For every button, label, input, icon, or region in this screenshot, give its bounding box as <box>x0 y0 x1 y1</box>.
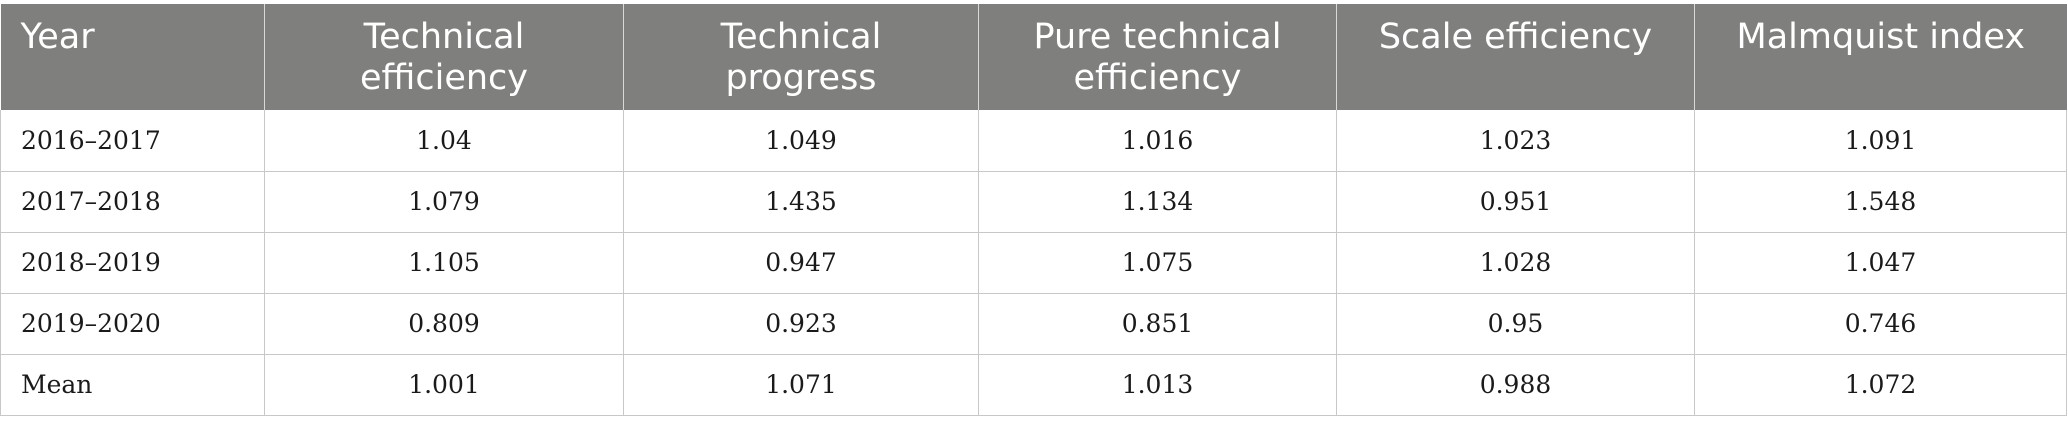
header-scale-efficiency-line: Scale efficiency <box>1378 17 1653 57</box>
cell-technical-efficiency: 1.04 <box>264 110 624 172</box>
header-pure-technical-efficiency: Pure technical efficiency <box>978 4 1337 110</box>
cell-malmquist-index: 0.746 <box>1694 292 2067 355</box>
table-body: 2016–2017 1.04 1.049 1.016 1.023 1.091 2… <box>0 110 2067 416</box>
cell-scale-efficiency: 1.028 <box>1336 231 1695 294</box>
cell-scale-efficiency: 1.023 <box>1336 110 1695 172</box>
header-year-line: Year <box>20 17 95 57</box>
cell-technical-efficiency: 0.809 <box>264 292 624 355</box>
malmquist-table-container: Year Technical efficiency Technical prog… <box>0 4 2067 416</box>
header-technical-progress-line-1: Technical <box>720 17 882 57</box>
cell-year: Mean <box>0 353 265 416</box>
table-row: 2016–2017 1.04 1.049 1.016 1.023 1.091 <box>0 110 2067 172</box>
cell-scale-efficiency: 0.988 <box>1336 353 1695 416</box>
header-technical-progress: Technical progress <box>623 4 979 110</box>
header-malmquist-index-line: Malmquist index <box>1736 17 2025 57</box>
cell-year: 2019–2020 <box>0 292 265 355</box>
cell-malmquist-index: 1.548 <box>1694 170 2067 233</box>
cell-pure-technical-efficiency: 1.075 <box>978 231 1337 294</box>
header-technical-efficiency-line-2: efficiency <box>359 58 528 98</box>
header-pure-technical-efficiency-line-2: efficiency <box>1073 58 1242 98</box>
malmquist-index-table: Year Technical efficiency Technical prog… <box>0 4 2067 416</box>
cell-pure-technical-efficiency: 1.134 <box>978 170 1337 233</box>
table-row: 2017–2018 1.079 1.435 1.134 0.951 1.548 <box>0 170 2067 233</box>
cell-year: 2018–2019 <box>0 231 265 294</box>
cell-year: 2017–2018 <box>0 170 265 233</box>
table-row: 2019–2020 0.809 0.923 0.851 0.95 0.746 <box>0 292 2067 355</box>
cell-technical-efficiency: 1.079 <box>264 170 624 233</box>
cell-pure-technical-efficiency: 1.016 <box>978 110 1337 172</box>
cell-pure-technical-efficiency: 1.013 <box>978 353 1337 416</box>
header-malmquist-index: Malmquist index <box>1694 4 2067 110</box>
header-year: Year <box>0 4 265 110</box>
header-pure-technical-efficiency-line-1: Pure technical <box>1033 17 1282 57</box>
cell-technical-progress: 1.435 <box>623 170 979 233</box>
cell-scale-efficiency: 0.95 <box>1336 292 1695 355</box>
cell-malmquist-index: 1.047 <box>1694 231 2067 294</box>
cell-technical-progress: 1.071 <box>623 353 979 416</box>
table-header: Year Technical efficiency Technical prog… <box>0 4 2067 110</box>
cell-technical-progress: 1.049 <box>623 110 979 172</box>
header-technical-efficiency-line-1: Technical <box>363 17 525 57</box>
header-scale-efficiency: Scale efficiency <box>1336 4 1695 110</box>
cell-technical-efficiency: 1.001 <box>264 353 624 416</box>
cell-malmquist-index: 1.091 <box>1694 110 2067 172</box>
header-technical-efficiency: Technical efficiency <box>264 4 624 110</box>
cell-technical-efficiency: 1.105 <box>264 231 624 294</box>
table-row: Mean 1.001 1.071 1.013 0.988 1.072 <box>0 353 2067 416</box>
table-row: 2018–2019 1.105 0.947 1.075 1.028 1.047 <box>0 231 2067 294</box>
cell-malmquist-index: 1.072 <box>1694 353 2067 416</box>
cell-year: 2016–2017 <box>0 110 265 172</box>
header-technical-progress-line-2: progress <box>725 58 877 98</box>
cell-technical-progress: 0.923 <box>623 292 979 355</box>
cell-scale-efficiency: 0.951 <box>1336 170 1695 233</box>
cell-pure-technical-efficiency: 0.851 <box>978 292 1337 355</box>
header-row: Year Technical efficiency Technical prog… <box>0 4 2067 110</box>
cell-technical-progress: 0.947 <box>623 231 979 294</box>
